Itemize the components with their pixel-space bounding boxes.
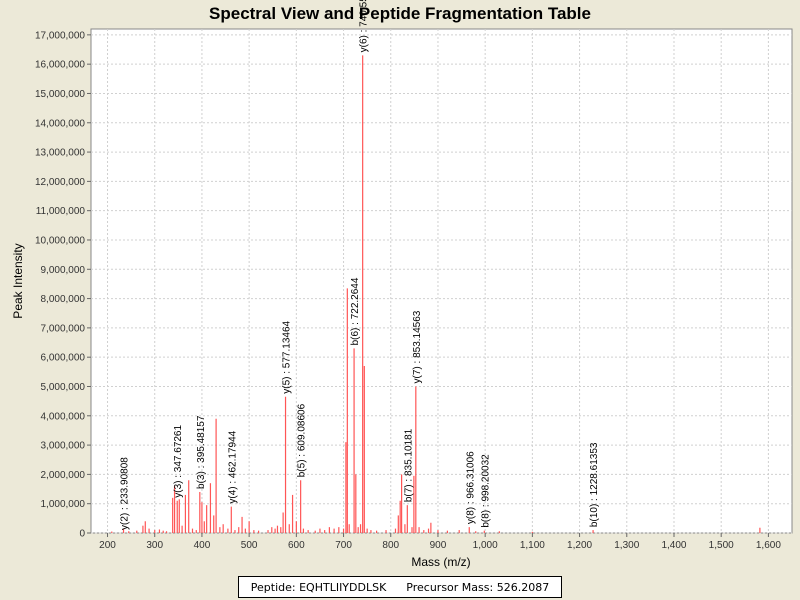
legend-box: Peptide: EQHTLIIYDDLSK Precursor Mass: 5…: [238, 576, 562, 598]
peak-annotations: y(2) : 233.90808 y(3) : 347.67261 b(3) : 3…: [120, 0, 601, 530]
y-tick-label: 16,000,000: [35, 60, 85, 71]
x-tick-label: 400: [194, 540, 211, 551]
peak-annotation: y(7) : 853.14563: [412, 310, 423, 383]
y-tick-label: 8,000,000: [41, 294, 86, 305]
y-tick-label: 15,000,000: [35, 89, 85, 100]
x-tick-label: 500: [241, 540, 258, 551]
y-tick-label: 3,000,000: [41, 441, 86, 452]
precursor-mass: Precursor Mass: 526.2087: [406, 580, 550, 594]
grid: [91, 29, 792, 534]
plot-area: [90, 28, 793, 534]
peak-annotation: b(6) : 722.2644: [350, 277, 361, 345]
y-tick-label: 9,000,000: [41, 265, 86, 276]
peak-annotation: y(8) : 966.31006: [465, 451, 476, 524]
x-tick-label: 600: [288, 540, 305, 551]
peak-annotation: y(2) : 233.90808: [120, 457, 131, 530]
x-tick-label: 1,500: [709, 540, 734, 551]
x-tick-label: 900: [430, 540, 447, 551]
peak-annotation: y(6) : 740.55: [359, 0, 370, 52]
y-tick-label: 14,000,000: [35, 118, 85, 129]
y-tick-label: 0: [79, 529, 85, 540]
peak-annotation: b(10) : 1228.61353: [589, 442, 600, 527]
x-tick-label: 200: [99, 540, 116, 551]
peak-annotation: b(3) : 395.48157: [196, 415, 207, 489]
x-tick-label: 1,600: [756, 540, 781, 551]
y-tick-label: 10,000,000: [35, 235, 85, 246]
y-tick-label: 12,000,000: [35, 177, 85, 188]
x-tick-label: 1,000: [473, 540, 498, 551]
x-tick-label: 800: [382, 540, 399, 551]
y-tick-label: 6,000,000: [41, 353, 86, 364]
peak-annotation: b(5) : 609.08606: [297, 403, 308, 477]
chart-title: Spectral View and Peptide Fragmentation …: [209, 4, 591, 23]
peak-annotation: b(8) : 998.20032: [480, 454, 491, 528]
peak-annotation: b(7) : 835.10181: [403, 428, 414, 502]
peaks: [111, 55, 761, 533]
y-tick-label: 7,000,000: [41, 323, 86, 334]
x-tick-label: 300: [146, 540, 163, 551]
y-tick-label: 4,000,000: [41, 411, 86, 422]
x-tick-label: 1,100: [520, 540, 545, 551]
x-tick-label: 700: [335, 540, 352, 551]
y-tick-label: 2,000,000: [41, 470, 86, 481]
peak-annotation: y(4) : 462.17944: [227, 430, 238, 503]
axes: 200 300 400 500 600 700 800 900 1,000 1,100 1,200 1…: [35, 30, 781, 551]
peak-annotation: y(3) : 347.67261: [173, 425, 184, 498]
y-tick-label: 17,000,000: [35, 30, 85, 41]
x-axis-label: Mass (m/z): [411, 555, 470, 569]
y-tick-label: 11,000,000: [36, 206, 86, 217]
peptide-sequence: Peptide: EQHTLIIYDDLSK: [250, 580, 387, 594]
y-axis-label: Peak Intensity: [11, 243, 25, 318]
peak-annotation: y(5) : 577.13464: [282, 320, 293, 393]
x-tick-label: 1,300: [614, 540, 639, 551]
y-tick-label: 1,000,000: [41, 499, 86, 510]
x-tick-label: 1,200: [567, 540, 592, 551]
x-tick-label: 1,400: [661, 540, 686, 551]
y-tick-label: 5,000,000: [41, 382, 86, 393]
y-tick-label: 13,000,000: [35, 148, 85, 159]
